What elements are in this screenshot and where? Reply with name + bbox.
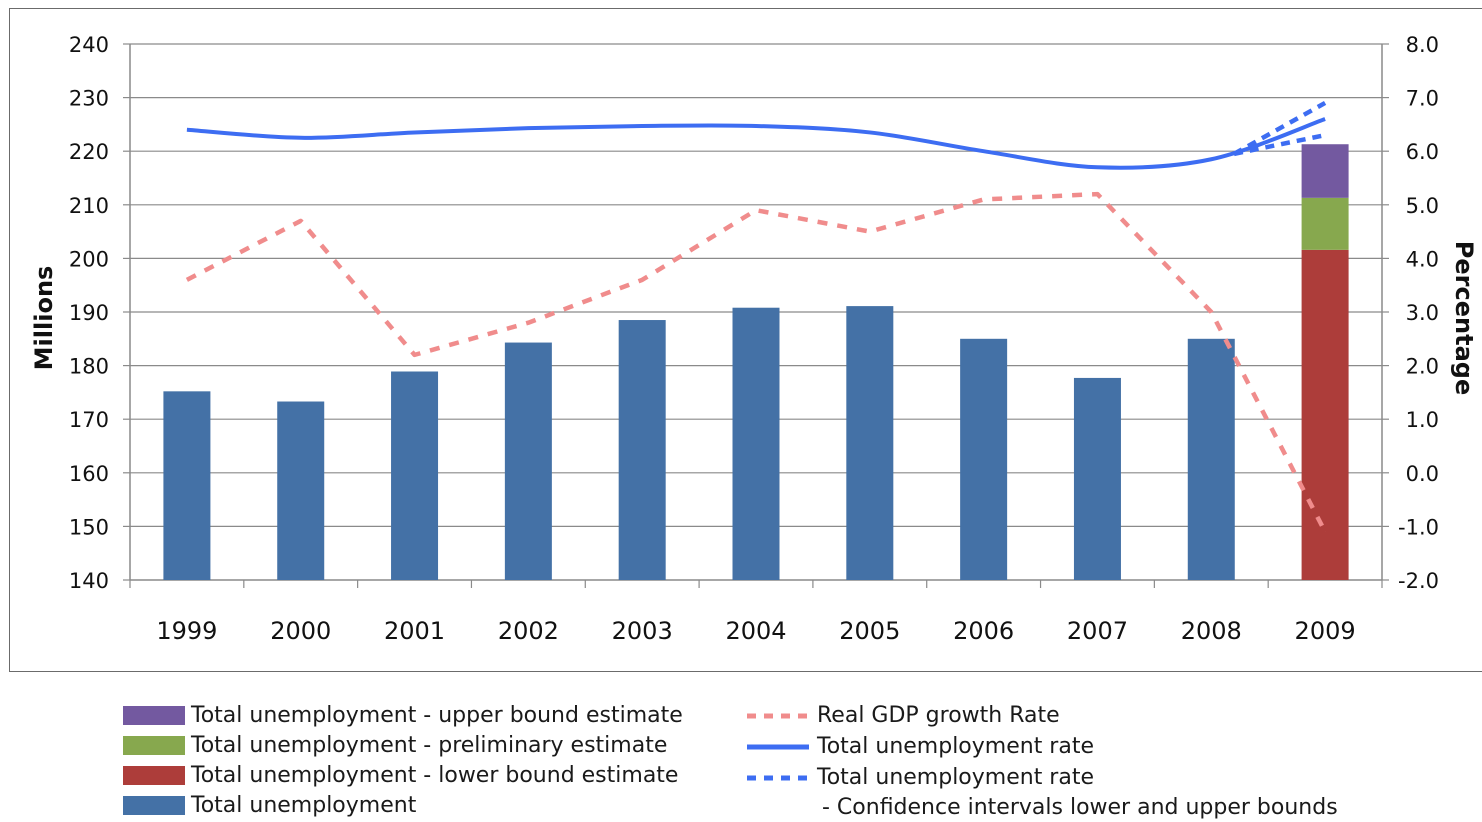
y-tick-label: 200 (69, 247, 109, 271)
legend-item-rate: Total unemployment rate (745, 731, 1094, 761)
legend-swatch-total (123, 796, 185, 815)
bar-total-unemployment (505, 343, 552, 580)
legend-swatch-upper (123, 706, 185, 725)
legend-label-lower: Total unemployment - lower bound estimat… (191, 763, 678, 788)
bar-total-unemployment (846, 306, 893, 580)
bar-total-unemployment (619, 320, 666, 580)
y-tick-label: 210 (69, 194, 109, 218)
legend-label-upper: Total unemployment - upper bound estimat… (191, 703, 683, 728)
y2-tick-label: 3.0 (1406, 301, 1439, 325)
legend-swatch-prelim (123, 736, 185, 755)
x-tick-label: 1999 (156, 617, 217, 645)
y-tick-label: 140 (69, 569, 109, 593)
bar-upper-bound (1302, 144, 1349, 198)
line-unemployment-rate (187, 119, 1325, 168)
legend-item-ci-note: - Confidence intervals lower and upper b… (822, 792, 1338, 822)
bar-total-unemployment (1074, 378, 1121, 580)
y-tick-label: 190 (69, 301, 109, 325)
y2-tick-label: 2.0 (1406, 355, 1439, 379)
legend-item-prelim: Total unemployment - preliminary estimat… (123, 730, 667, 760)
legend-swatch-gdp (745, 706, 811, 725)
legend-item-gdp: Real GDP growth Rate (745, 700, 1060, 730)
y-tick-label: 150 (69, 515, 109, 539)
bar-total-unemployment (391, 371, 438, 580)
legend-label-prelim: Total unemployment - preliminary estimat… (191, 733, 667, 758)
bar-total-unemployment (1188, 339, 1235, 580)
bar-lower-bound (1302, 250, 1349, 580)
bar-total-unemployment (163, 391, 210, 580)
legend-swatch-lower (123, 766, 185, 785)
y-tick-label: 240 (69, 33, 109, 57)
x-tick-label: 2004 (725, 617, 786, 645)
y-tick-label: 180 (69, 355, 109, 379)
y2-tick-label: 4.0 (1406, 247, 1439, 271)
y2-tick-label: -2.0 (1398, 569, 1439, 593)
legend-item-upper: Total unemployment - upper bound estimat… (123, 700, 683, 730)
legend-item-total: Total unemployment (123, 790, 416, 820)
y-tick-label: 220 (69, 140, 109, 164)
legend-item-ci: Total unemployment rate (745, 762, 1094, 792)
y2-tick-label: 0.0 (1406, 462, 1439, 486)
legend-label-gdp: Real GDP growth Rate (817, 703, 1060, 728)
y2-tick-label: 6.0 (1406, 140, 1439, 164)
bar-total-unemployment (960, 339, 1007, 580)
x-tick-label: 2002 (498, 617, 559, 645)
bar-total-unemployment (277, 402, 324, 580)
y-tick-label: 170 (69, 408, 109, 432)
legend-label-ci: Total unemployment rate (817, 765, 1094, 790)
x-tick-label: 2006 (953, 617, 1014, 645)
y2-axis-label: Percentage (1450, 241, 1478, 395)
y-tick-label: 160 (69, 462, 109, 486)
y-axis-label: Millions (30, 266, 58, 371)
y2-tick-label: 1.0 (1406, 408, 1439, 432)
legend-label-ci-note: - Confidence intervals lower and upper b… (822, 795, 1338, 820)
x-tick-label: 2000 (270, 617, 331, 645)
x-tick-label: 2008 (1181, 617, 1242, 645)
legend-swatch-rate (745, 737, 811, 756)
x-tick-label: 2007 (1067, 617, 1128, 645)
y2-tick-label: 5.0 (1406, 194, 1439, 218)
x-tick-label: 2009 (1295, 617, 1356, 645)
legend-swatch-ci (745, 768, 811, 787)
legend-item-lower: Total unemployment - lower bound estimat… (123, 760, 678, 790)
y-tick-label: 230 (69, 87, 109, 111)
x-tick-label: 2001 (384, 617, 445, 645)
x-tick-label: 2003 (612, 617, 673, 645)
x-tick-label: 2005 (839, 617, 900, 645)
bar-total-unemployment (733, 308, 780, 580)
y2-tick-label: -1.0 (1398, 515, 1439, 539)
legend-label-rate: Total unemployment rate (817, 734, 1094, 759)
chart-svg: Millions Percentage 140 150 160 170 180 190 20… (0, 0, 1482, 680)
bar-preliminary (1302, 198, 1349, 250)
y2-tick-label: 8.0 (1406, 33, 1439, 57)
y2-tick-label: 7.0 (1406, 87, 1439, 111)
legend-label-total: Total unemployment (191, 793, 416, 818)
